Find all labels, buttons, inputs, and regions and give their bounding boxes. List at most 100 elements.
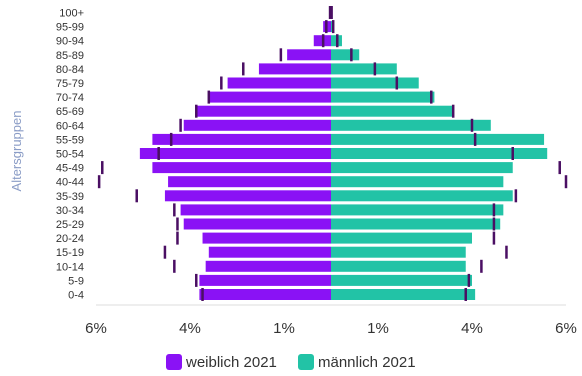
marker-maennlich-25-29 [492,217,496,231]
marker-weiblich-20-24 [176,231,179,245]
marker-weiblich-85-89 [279,48,283,62]
y-tick-label-20-24: 20-24 [56,233,84,245]
marker-maennlich-90-94 [336,34,339,48]
bar-weiblich-35-39 [164,190,331,202]
bar-maennlich-20-24 [331,232,472,244]
bar-weiblich-30-34 [180,204,331,216]
y-tick-label-10-14: 10-14 [56,261,84,273]
marker-weiblich-95-99 [325,20,328,34]
bar-weiblich-60-64 [183,119,331,131]
y-tick-label-100+: 100+ [59,8,84,20]
bar-maennlich-85-89 [331,49,360,61]
y-tick-label-70-74: 70-74 [56,92,84,104]
bar-weiblich-25-29 [183,218,331,230]
bar-weiblich-10-14 [205,260,331,272]
marker-maennlich-80-84 [373,62,377,76]
bar-weiblich-75-79 [227,77,331,89]
y-tick-label-5-9: 5-9 [68,275,84,287]
marker-maennlich-5-9 [467,273,471,287]
x-tick-label-3: 1% [367,320,389,337]
x-tick-label-5: 6% [555,320,577,337]
bar-maennlich-50-54 [331,148,548,159]
y-axis-title: Altersgruppen [9,111,24,192]
marker-maennlich-30-34 [492,203,496,217]
bar-maennlich-15-19 [331,246,466,258]
y-tick-label-60-64: 60-64 [56,120,84,132]
marker-maennlich-95-99 [331,20,335,34]
bar-weiblich-5-9 [199,274,331,286]
bar-maennlich-30-34 [331,204,504,216]
marker-maennlich-55-59 [473,132,477,146]
bar-maennlich-35-39 [331,190,513,202]
marker-maennlich-65-69 [451,104,455,118]
marker-maennlich-15-19 [505,245,508,259]
marker-weiblich-75-79 [220,76,223,90]
marker-weiblich-80-84 [242,62,245,76]
y-tick-label-80-84: 80-84 [56,64,84,76]
marker-weiblich-10-14 [173,259,176,273]
marker-maennlich-70-74 [430,90,433,104]
legend-label-maennlich: männlich 2021 [318,354,416,371]
bar-maennlich-70-74 [331,91,435,103]
marker-weiblich-45-49 [101,161,104,175]
bars [139,7,548,300]
marker-weiblich-40-44 [97,175,101,189]
bar-weiblich-20-24 [202,232,331,244]
marker-weiblich-50-54 [157,147,160,160]
y-tick-label-0-4: 0-4 [68,290,84,302]
comparison-markers [97,6,568,301]
x-axis-ticks: 6% 4% 1% 1% 4% 6% [85,320,577,337]
y-tick-label-65-69: 65-69 [56,106,84,118]
bar-weiblich-0-4 [199,289,331,300]
marker-weiblich-30-34 [173,203,176,217]
bar-maennlich-45-49 [331,162,513,174]
marker-weiblich-25-29 [176,217,179,231]
marker-maennlich-20-24 [492,231,496,245]
marker-maennlich-10-14 [480,259,483,273]
bar-weiblich-45-49 [152,162,331,174]
bar-weiblich-80-84 [258,63,331,75]
bar-maennlich-55-59 [331,133,545,145]
marker-maennlich-35-39 [514,189,518,203]
marker-weiblich-15-19 [163,245,167,259]
y-tick-label-55-59: 55-59 [56,134,84,146]
y-tick-label-95-99: 95-99 [56,22,84,34]
marker-weiblich-65-69 [195,104,198,118]
bar-maennlich-10-14 [331,260,466,272]
y-tick-label-40-44: 40-44 [56,177,84,189]
bar-weiblich-65-69 [196,105,331,117]
bar-weiblich-50-54 [139,148,331,159]
marker-maennlich-45-49 [558,161,561,175]
bar-maennlich-60-64 [331,119,491,131]
legend-swatch-weiblich [166,354,182,370]
x-tick-label-2: 1% [273,320,295,337]
y-tick-label-50-54: 50-54 [56,149,84,161]
legend-swatch-maennlich [298,354,314,370]
legend-label-weiblich: weiblich 2021 [185,354,277,371]
y-tick-label-90-94: 90-94 [56,36,84,48]
marker-weiblich-100+ [328,6,332,19]
bar-weiblich-85-89 [287,49,331,61]
marker-maennlich-50-54 [511,147,514,160]
marker-weiblich-60-64 [179,118,182,132]
marker-weiblich-55-59 [169,132,173,146]
marker-maennlich-85-89 [350,48,353,62]
marker-maennlich-40-44 [564,175,568,189]
marker-maennlich-75-79 [395,76,399,90]
y-tick-label-30-34: 30-34 [56,205,84,217]
marker-maennlich-0-4 [464,288,467,301]
x-tick-label-4: 4% [461,320,483,337]
marker-maennlich-100+ [330,6,333,19]
marker-weiblich-5-9 [195,273,198,287]
x-tick-label-1: 4% [179,320,201,337]
bar-weiblich-55-59 [152,133,331,145]
y-axis-ticks: 100+ 95-99 90-94 85-89 80-84 75-79 70-74 65-69 6… [56,8,84,302]
y-tick-label-85-89: 85-89 [56,50,84,62]
bar-maennlich-40-44 [331,176,504,188]
bar-maennlich-80-84 [331,63,397,75]
marker-weiblich-0-4 [201,288,204,301]
bar-weiblich-70-74 [208,91,331,103]
y-tick-label-35-39: 35-39 [56,191,84,203]
marker-weiblich-35-39 [135,189,138,203]
